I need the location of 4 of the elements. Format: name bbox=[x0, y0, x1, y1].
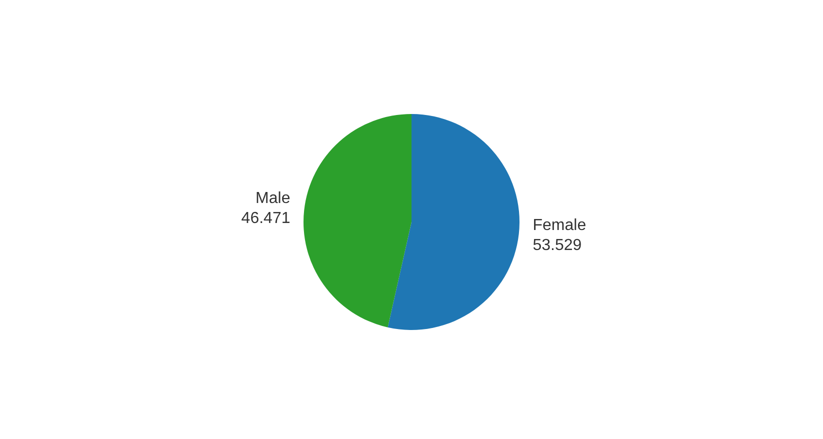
data-label: 53.529 bbox=[532, 236, 582, 254]
slice-label: Male bbox=[256, 190, 290, 207]
slice-label: Female bbox=[532, 216, 586, 234]
data-label: 46.471 bbox=[241, 210, 290, 227]
